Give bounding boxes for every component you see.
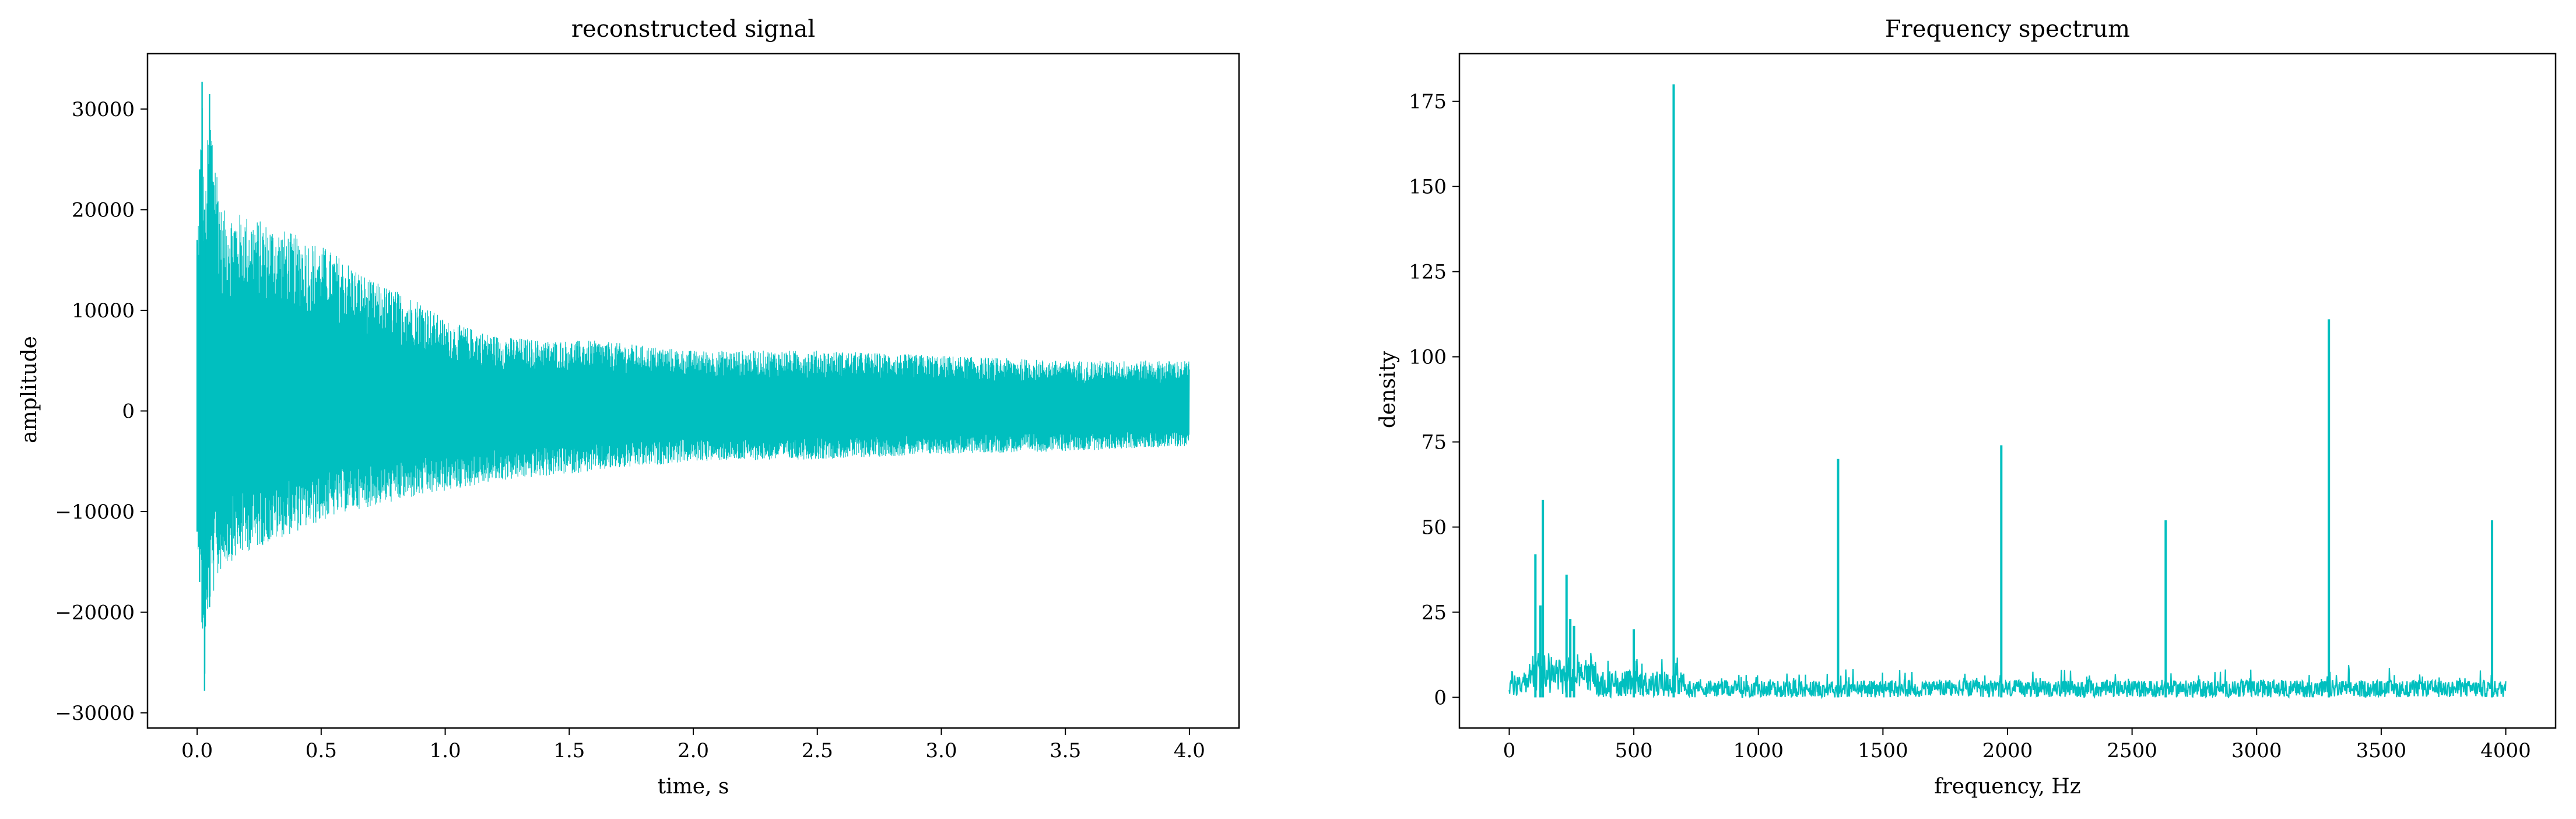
signal-y-tick-label: −10000 xyxy=(55,501,135,524)
signal-x-tick-label: 1.5 xyxy=(553,739,585,762)
spectrum-y-tick-label: 50 xyxy=(1422,516,1447,540)
signal-series-line xyxy=(196,108,1190,674)
spectrum-y-axis-label: density xyxy=(1376,351,1400,428)
signal-plot-area xyxy=(196,82,1190,691)
spectrum-axes-frame xyxy=(1458,52,2557,729)
signal-y-tick-label: 30000 xyxy=(72,98,135,121)
signal-x-tick-label: 0.5 xyxy=(306,739,337,762)
signal-x-tick-label: 4.0 xyxy=(1174,739,1205,762)
signal-x-tick-label: 0.0 xyxy=(181,739,213,762)
signal-y-tick-label: 10000 xyxy=(72,299,135,323)
signal-chart-title: reconstructed signal xyxy=(571,16,815,43)
signal-x-tick-label: 1.0 xyxy=(430,739,461,762)
spectrum-x-tick-label: 4000 xyxy=(2480,739,2531,762)
spectrum-axes: Frequency spectrum frequency, Hz density… xyxy=(1376,16,2557,799)
spectrum-chart-title: Frequency spectrum xyxy=(1885,16,2130,43)
signal-x-axis-label: time, s xyxy=(658,775,729,799)
spectrum-y-tick-label: 75 xyxy=(1422,431,1447,454)
spectrum-x-tick-label: 3000 xyxy=(2231,739,2282,762)
signal-x-tick-label: 2.5 xyxy=(802,739,833,762)
spectrum-x-tick-label: 500 xyxy=(1615,739,1653,762)
signal-y-tick-label: 0 xyxy=(122,400,135,424)
spectrum-y-tick-label: 0 xyxy=(1434,686,1447,709)
spectrum-ticks: 0 500 1000 1500 2000 2500 3000 3500 4000 0 25 50 75 1… xyxy=(1409,90,2531,762)
spectrum-x-tick-label: 1500 xyxy=(1858,739,1908,762)
signal-x-tick-label: 3.5 xyxy=(1050,739,1081,762)
spectrum-y-tick-label: 125 xyxy=(1409,261,1447,284)
spectrum-x-tick-label: 2000 xyxy=(1982,739,2033,762)
signal-y-axis-label: amplitude xyxy=(17,336,41,443)
spectrum-series-line xyxy=(1508,653,2507,699)
signal-axes: reconstructed signal time, s amplitude 0… xyxy=(17,16,1240,799)
signal-x-tick-label: 2.0 xyxy=(678,739,709,762)
signal-y-tick-label: −30000 xyxy=(55,702,135,725)
spectrum-y-tick-label: 25 xyxy=(1422,601,1447,624)
signal-x-tick-label: 3.0 xyxy=(925,739,957,762)
spectrum-x-tick-label: 3500 xyxy=(2356,739,2407,762)
spectrum-x-axis-label: frequency, Hz xyxy=(1934,775,2081,799)
spectrum-x-tick-label: 2500 xyxy=(2107,739,2157,762)
spectrum-y-tick-label: 175 xyxy=(1409,90,1447,114)
signal-ticks: 0.0 0.5 1.0 1.5 2.0 2.5 3.0 3.5 4.0 −30000 −20000 −… xyxy=(55,98,1205,762)
spectrum-x-tick-label: 0 xyxy=(1503,739,1516,762)
spectrum-x-tick-label: 1000 xyxy=(1733,739,1784,762)
spectrum-plot-area xyxy=(1508,84,2507,699)
spectrum-y-tick-label: 150 xyxy=(1409,176,1447,199)
signal-axes-frame xyxy=(146,52,1240,729)
signal-y-tick-label: −20000 xyxy=(55,601,135,625)
signal-y-tick-label: 20000 xyxy=(72,198,135,222)
spectrum-y-tick-label: 100 xyxy=(1409,346,1447,369)
